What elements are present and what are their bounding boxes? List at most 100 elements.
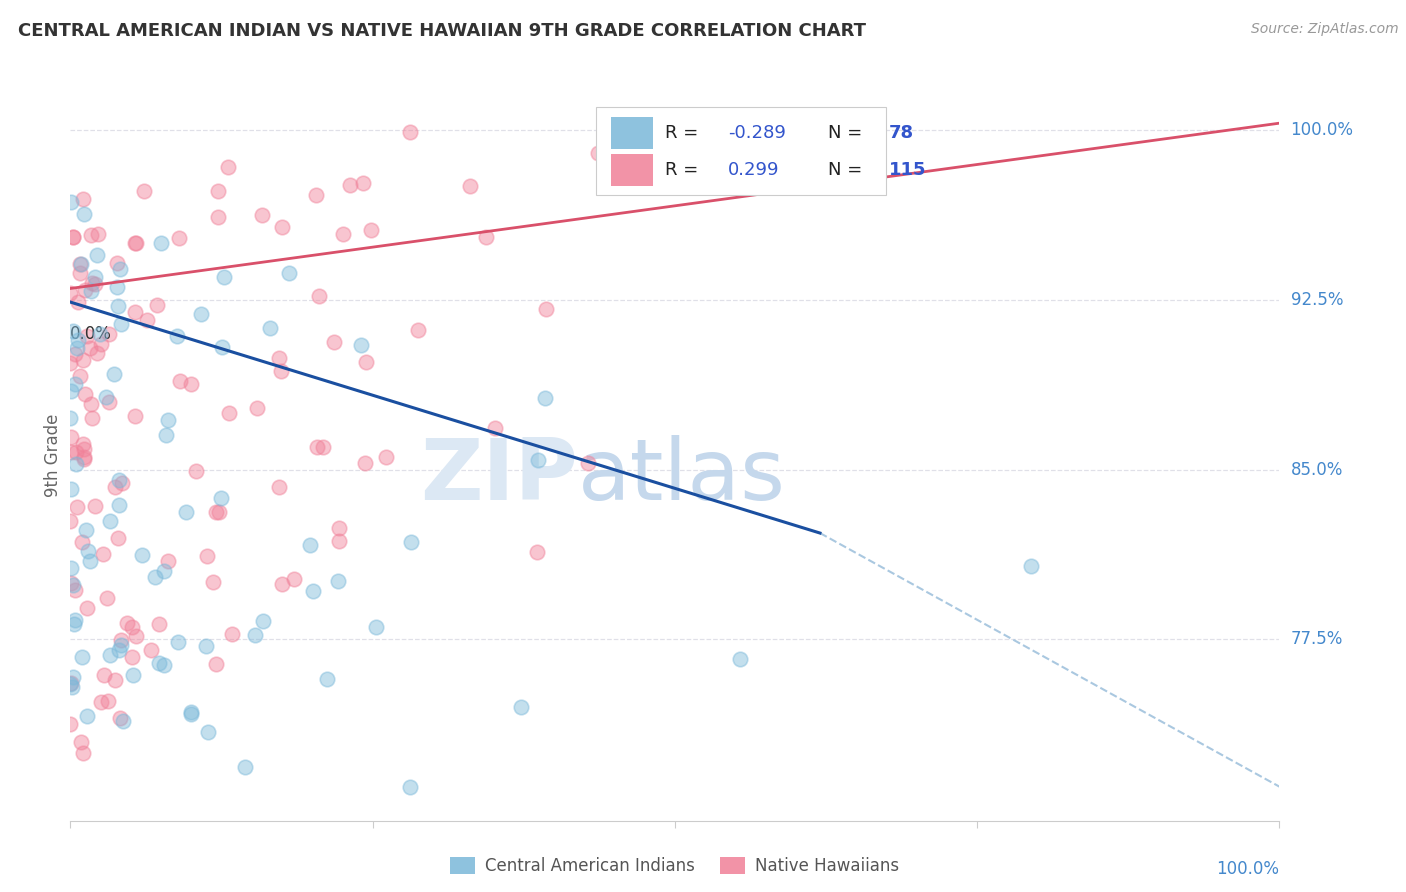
Point bbox=[136, 313, 159, 327]
Point bbox=[97, 326, 120, 341]
Point bbox=[197, 724, 219, 739]
Point bbox=[332, 227, 354, 242]
Point bbox=[59, 195, 82, 210]
Point bbox=[72, 746, 94, 760]
Point bbox=[66, 500, 89, 514]
Point bbox=[63, 347, 86, 361]
Point bbox=[124, 304, 146, 318]
Point bbox=[399, 780, 422, 794]
Point bbox=[107, 498, 129, 512]
Point bbox=[110, 632, 132, 647]
Y-axis label: 9th Grade: 9th Grade bbox=[44, 413, 62, 497]
Text: 85.0%: 85.0% bbox=[1291, 460, 1343, 479]
Point bbox=[110, 638, 132, 652]
Point bbox=[150, 236, 173, 251]
Point bbox=[59, 384, 82, 398]
Point bbox=[1019, 559, 1042, 574]
Point bbox=[69, 369, 91, 384]
Point bbox=[205, 657, 228, 671]
Point bbox=[201, 574, 224, 589]
Point bbox=[204, 505, 226, 519]
Point bbox=[72, 437, 94, 451]
Point bbox=[475, 230, 498, 244]
Point bbox=[110, 710, 132, 724]
Point bbox=[576, 457, 599, 471]
Point bbox=[69, 257, 91, 271]
Point bbox=[155, 427, 177, 442]
Point bbox=[86, 248, 108, 262]
Point bbox=[80, 227, 103, 242]
Point bbox=[124, 629, 146, 643]
Bar bbox=[596, 108, 886, 195]
Point bbox=[399, 534, 422, 549]
Point bbox=[245, 401, 267, 415]
Point bbox=[153, 564, 176, 578]
Text: atlas: atlas bbox=[578, 435, 786, 518]
Point bbox=[110, 317, 132, 331]
Point bbox=[180, 706, 202, 721]
Point bbox=[73, 452, 96, 467]
Point bbox=[60, 430, 83, 444]
Text: 100.0%: 100.0% bbox=[1291, 121, 1354, 139]
Point bbox=[131, 548, 153, 562]
Point bbox=[252, 208, 274, 222]
Point bbox=[169, 374, 191, 388]
Point bbox=[62, 578, 84, 592]
Point bbox=[115, 615, 138, 630]
Point bbox=[121, 620, 143, 634]
Point bbox=[145, 298, 167, 312]
Point bbox=[124, 409, 146, 423]
Point bbox=[148, 617, 170, 632]
Point bbox=[70, 535, 93, 549]
Point bbox=[80, 410, 103, 425]
Point bbox=[110, 476, 132, 491]
Point bbox=[526, 452, 548, 467]
Point bbox=[86, 346, 108, 360]
Point bbox=[108, 473, 131, 487]
Point bbox=[730, 652, 752, 666]
Point bbox=[75, 283, 97, 297]
Point bbox=[84, 277, 107, 291]
Point bbox=[59, 514, 82, 528]
Point bbox=[59, 410, 82, 425]
Point bbox=[104, 480, 127, 494]
Point bbox=[139, 643, 162, 657]
Point bbox=[59, 483, 82, 497]
Point bbox=[89, 326, 111, 341]
Point bbox=[104, 673, 127, 687]
Point bbox=[66, 333, 89, 347]
Point bbox=[62, 324, 84, 338]
Point bbox=[90, 337, 112, 351]
Point bbox=[217, 160, 239, 174]
Point bbox=[69, 266, 91, 280]
Point bbox=[311, 440, 333, 454]
Point bbox=[350, 338, 373, 352]
Point bbox=[307, 440, 329, 454]
Text: N =: N = bbox=[828, 124, 869, 142]
Point bbox=[166, 635, 188, 649]
Point bbox=[195, 640, 218, 654]
Point bbox=[271, 219, 294, 234]
Point bbox=[174, 505, 197, 519]
Point bbox=[638, 112, 661, 126]
Point bbox=[156, 553, 179, 567]
Point bbox=[221, 627, 243, 641]
Point bbox=[93, 668, 115, 682]
Text: 100.0%: 100.0% bbox=[1216, 860, 1279, 878]
Point bbox=[72, 352, 94, 367]
Point bbox=[73, 450, 96, 464]
Point bbox=[211, 340, 233, 354]
Point bbox=[283, 572, 305, 586]
Point bbox=[124, 235, 146, 250]
Text: 92.5%: 92.5% bbox=[1291, 291, 1343, 309]
Point bbox=[97, 394, 120, 409]
Point bbox=[80, 397, 103, 411]
Text: 0.0%: 0.0% bbox=[70, 326, 112, 343]
Point bbox=[190, 307, 212, 321]
Point bbox=[98, 514, 121, 528]
Point bbox=[207, 211, 229, 225]
Point bbox=[59, 717, 82, 731]
Point bbox=[105, 280, 128, 294]
Point bbox=[59, 677, 82, 691]
Point bbox=[107, 642, 129, 657]
